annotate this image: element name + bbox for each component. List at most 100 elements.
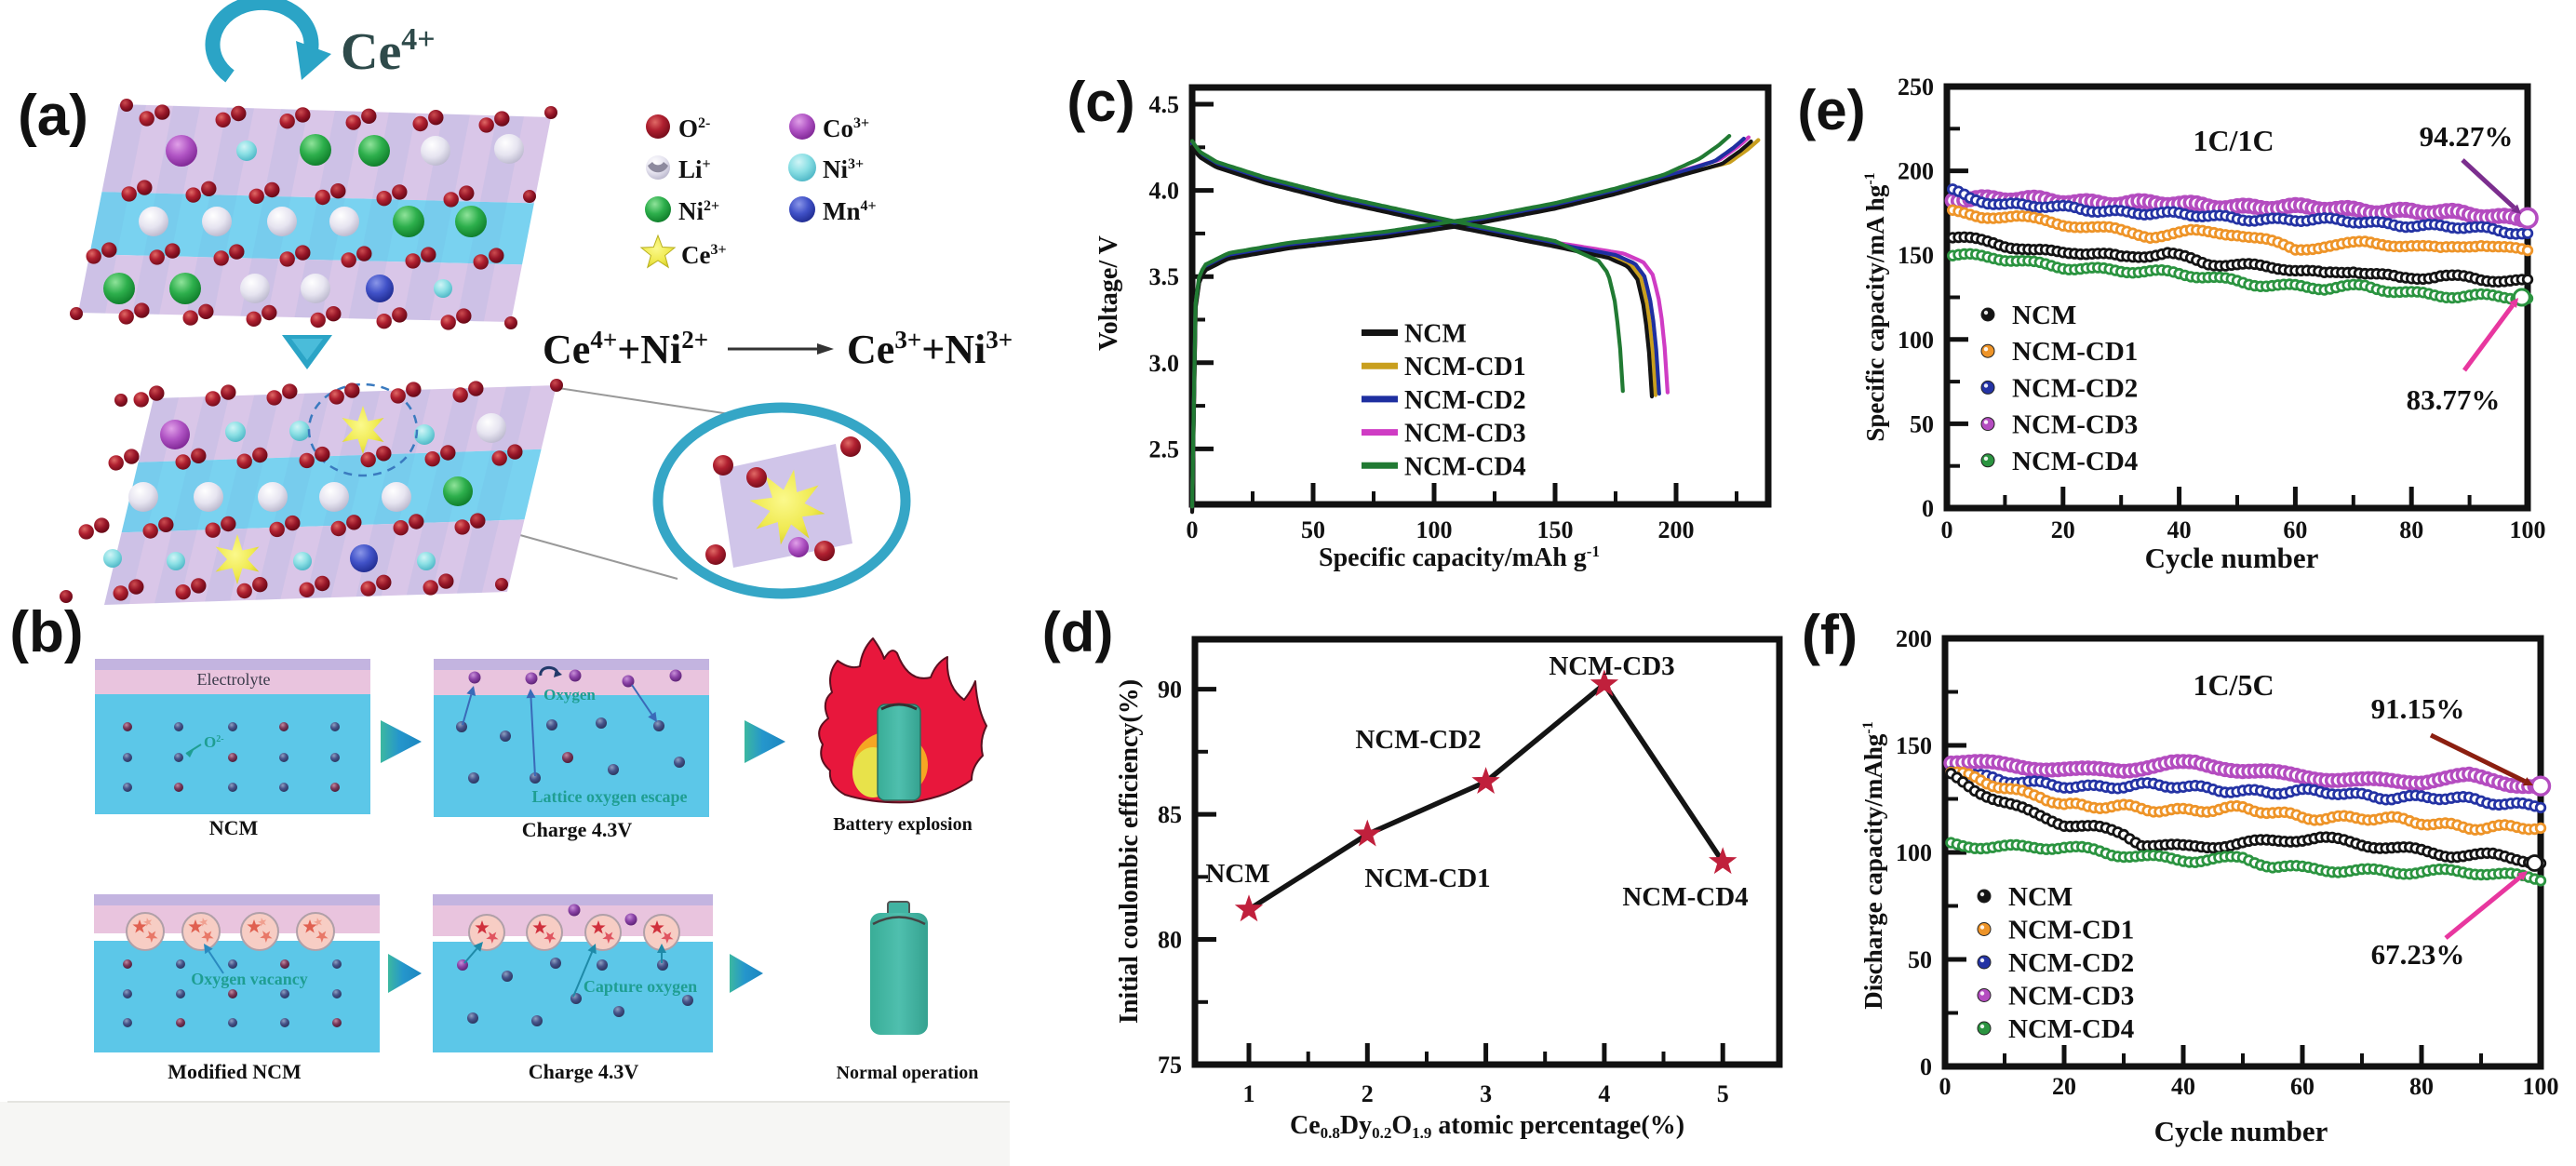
svg-text:Ni3+: Ni3+ <box>823 155 864 183</box>
svg-text:1: 1 <box>1243 1080 1255 1107</box>
svg-text:75: 75 <box>1158 1052 1182 1079</box>
svg-text:100: 100 <box>2510 516 2546 543</box>
svg-text:Ce4++Ni2+: Ce4++Ni2+ <box>543 326 708 372</box>
svg-text:60: 60 <box>2283 516 2307 543</box>
svg-text:(b): (b) <box>9 600 83 664</box>
svg-text:94.27%: 94.27% <box>2420 120 2514 153</box>
svg-text:Ce3++Ni3+: Ce3++Ni3+ <box>847 326 1013 372</box>
svg-text:1C/5C: 1C/5C <box>2193 668 2274 702</box>
svg-text:NCM-CD2: NCM-CD2 <box>1355 725 1481 755</box>
svg-text:NCM-CD1: NCM-CD1 <box>2008 916 2134 945</box>
svg-text:100: 100 <box>1896 839 1932 866</box>
svg-text:NCM-CD1: NCM-CD1 <box>1404 353 1526 382</box>
svg-text:85: 85 <box>1158 801 1182 828</box>
svg-text:Specific capacity/mA hg-1: Specific capacity/mA hg-1 <box>1861 172 1889 441</box>
svg-text:Capture oxygen: Capture oxygen <box>584 977 697 996</box>
svg-text:67.23%: 67.23% <box>2371 938 2465 971</box>
svg-text:200: 200 <box>1658 516 1695 543</box>
svg-text:4.5: 4.5 <box>1149 91 1180 118</box>
svg-text:50: 50 <box>1301 516 1325 543</box>
svg-text:20: 20 <box>2051 516 2075 543</box>
svg-text:0: 0 <box>1187 516 1199 543</box>
svg-text:200: 200 <box>1898 158 1934 185</box>
svg-text:NCM-CD2: NCM-CD2 <box>2008 948 2134 978</box>
svg-text:Initial coulombic efficiency(%: Initial coulombic efficiency(%) <box>1115 679 1144 1024</box>
svg-text:Charge 4.3V: Charge 4.3V <box>529 1060 639 1083</box>
svg-text:NCM: NCM <box>209 816 259 839</box>
svg-text:(c): (c) <box>1067 71 1134 133</box>
svg-text:90: 90 <box>1158 677 1182 704</box>
svg-text:NCM-CD2: NCM-CD2 <box>2012 373 2138 403</box>
svg-text:(a): (a) <box>18 84 88 148</box>
svg-text:80: 80 <box>2409 1073 2434 1100</box>
svg-text:NCM-CD3: NCM-CD3 <box>1549 651 1674 681</box>
svg-text:0: 0 <box>1920 1053 1932 1080</box>
svg-text:NCM-CD1: NCM-CD1 <box>1364 864 1490 893</box>
svg-text:2: 2 <box>1362 1080 1374 1107</box>
svg-text:Ce0.8Dy0.2O1.9 atomic percenta: Ce0.8Dy0.2O1.9 atomic percentage(%) <box>1290 1111 1684 1142</box>
svg-text:40: 40 <box>2167 516 2192 543</box>
svg-text:(e): (e) <box>1797 79 1865 141</box>
svg-text:Co3+: Co3+ <box>823 114 869 142</box>
svg-text:Oxygen vacancy: Oxygen vacancy <box>191 970 308 988</box>
svg-text:NCM-CD4: NCM-CD4 <box>1404 452 1526 481</box>
svg-text:Voltage/ V: Voltage/ V <box>1094 235 1123 351</box>
svg-text:Oxygen: Oxygen <box>543 686 596 704</box>
svg-text:0: 0 <box>1922 495 1934 522</box>
svg-text:80: 80 <box>1158 927 1182 954</box>
svg-text:NCM-CD1: NCM-CD1 <box>2012 337 2138 367</box>
svg-text:Ce3+: Ce3+ <box>681 241 727 269</box>
svg-text:NCM-CD4: NCM-CD4 <box>2012 447 2138 476</box>
svg-text:NCM: NCM <box>2008 882 2073 912</box>
svg-text:Specific capacity/mAh g-1: Specific capacity/mAh g-1 <box>1319 543 1600 572</box>
svg-text:Cycle number: Cycle number <box>2154 1115 2328 1147</box>
svg-text:Discharge capacity/mAhg-1: Discharge capacity/mAhg-1 <box>1859 721 1887 1010</box>
svg-text:150: 150 <box>1537 516 1574 543</box>
svg-text:NCM-CD3: NCM-CD3 <box>2012 410 2138 440</box>
svg-text:NCM: NCM <box>1404 320 1467 349</box>
svg-text:NCM: NCM <box>2012 301 2076 330</box>
svg-text:150: 150 <box>1898 242 1934 269</box>
svg-text:O2-: O2- <box>204 733 224 751</box>
svg-text:Ni2+: Ni2+ <box>678 197 719 225</box>
svg-text:Battery explosion: Battery explosion <box>833 814 972 835</box>
svg-text:200: 200 <box>1896 625 1932 652</box>
svg-text:50: 50 <box>1910 410 1934 437</box>
svg-text:4.0: 4.0 <box>1149 178 1180 205</box>
svg-text:250: 250 <box>1898 74 1934 101</box>
svg-text:100: 100 <box>2523 1073 2559 1100</box>
svg-text:0: 0 <box>1939 1073 1952 1100</box>
svg-text:150: 150 <box>1896 732 1932 759</box>
svg-text:NCM-CD4: NCM-CD4 <box>1622 882 1748 912</box>
svg-text:Ce4+: Ce4+ <box>341 22 436 81</box>
svg-text:Cycle number: Cycle number <box>2145 542 2319 574</box>
svg-text:NCM-CD3: NCM-CD3 <box>1404 420 1526 449</box>
svg-text:100: 100 <box>1416 516 1453 543</box>
svg-text:Normal operation: Normal operation <box>837 1063 979 1083</box>
svg-text:Lattice oxygen escape: Lattice oxygen escape <box>532 787 688 806</box>
svg-text:60: 60 <box>2290 1073 2314 1100</box>
svg-text:NCM: NCM <box>1205 859 1269 889</box>
svg-text:3: 3 <box>1480 1080 1492 1107</box>
svg-text:O2-: O2- <box>678 114 710 142</box>
svg-text:(d): (d) <box>1042 601 1114 663</box>
svg-text:1C/1C: 1C/1C <box>2193 124 2274 157</box>
svg-text:Modified NCM: Modified NCM <box>168 1060 302 1083</box>
svg-text:3.0: 3.0 <box>1149 350 1180 377</box>
svg-text:Charge 4.3V: Charge 4.3V <box>522 818 633 841</box>
svg-text:4: 4 <box>1598 1080 1610 1107</box>
svg-text:91.15%: 91.15% <box>2371 692 2465 725</box>
svg-text:3.5: 3.5 <box>1149 263 1180 290</box>
svg-text:2.5: 2.5 <box>1149 436 1180 462</box>
svg-text:Mn4+: Mn4+ <box>823 197 877 225</box>
svg-text:Electrolyte: Electrolyte <box>197 670 271 689</box>
svg-text:5: 5 <box>1717 1080 1729 1107</box>
svg-text:50: 50 <box>1908 946 1932 973</box>
svg-text:20: 20 <box>2052 1073 2076 1100</box>
svg-text:83.77%: 83.77% <box>2407 383 2501 416</box>
svg-text:100: 100 <box>1898 327 1934 354</box>
svg-text:NCM-CD4: NCM-CD4 <box>2008 1014 2134 1044</box>
svg-text:NCM-CD2: NCM-CD2 <box>1404 386 1526 415</box>
svg-text:(f): (f) <box>1802 604 1858 666</box>
svg-text:40: 40 <box>2171 1073 2195 1100</box>
